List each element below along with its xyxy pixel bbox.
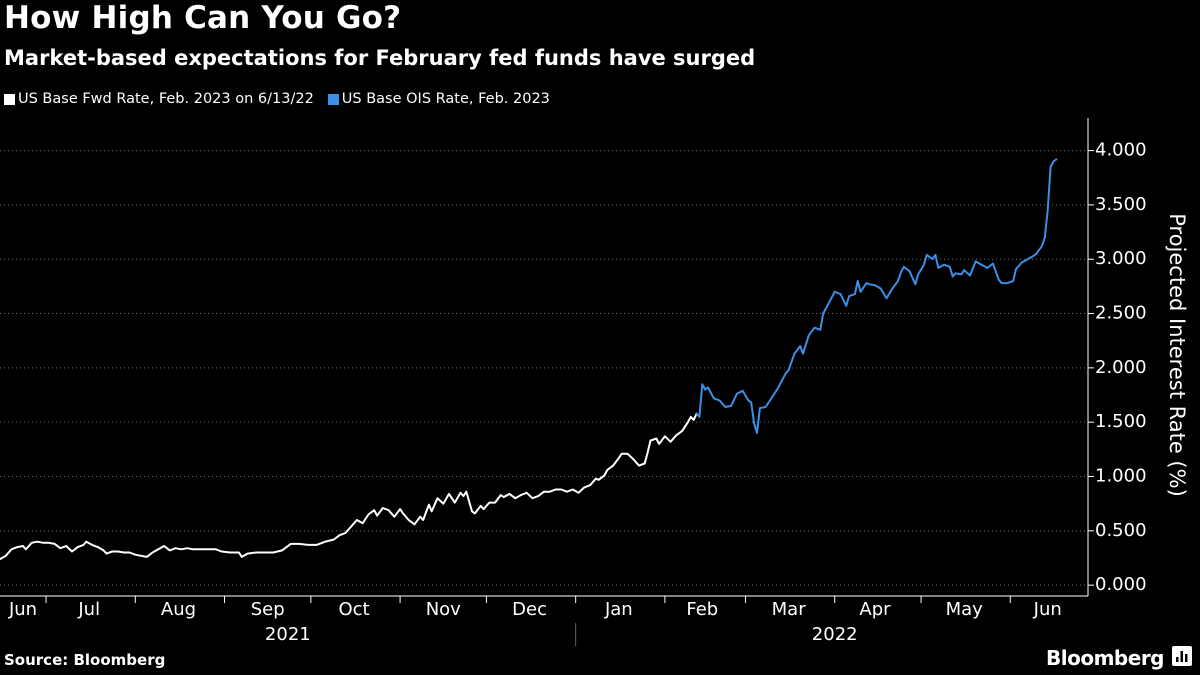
y-tick-label: 0.000 bbox=[1095, 574, 1147, 595]
y-tick-label: 1.500 bbox=[1095, 411, 1147, 432]
legend-label-ois-rate: US Base OIS Rate, Feb. 2023 bbox=[341, 91, 550, 107]
x-tick-label: Feb bbox=[686, 599, 718, 620]
legend-label-fwd-rate: US Base Fwd Rate, Feb. 2023 on 6/13/22 bbox=[18, 91, 314, 107]
year-label: 2022 bbox=[812, 624, 858, 645]
x-tick-label: May bbox=[946, 599, 984, 620]
y-tick-label: 1.000 bbox=[1095, 466, 1147, 487]
y-tick-label: 2.000 bbox=[1095, 357, 1147, 378]
x-tick-label: Dec bbox=[512, 599, 547, 620]
brand-name: Bloomberg bbox=[1046, 646, 1164, 670]
y-tick-label: 3.000 bbox=[1095, 248, 1147, 269]
bloomberg-terminal-icon bbox=[1172, 646, 1192, 670]
chart-axes: 0.000 0.500 1.000 1.500 2.000 2.500 3.000 3.500… bbox=[0, 118, 1147, 646]
y-tick-label: 3.500 bbox=[1095, 194, 1147, 215]
chart-subtitle: Market-based expectations for February f… bbox=[4, 46, 756, 70]
x-tick-label: Jan bbox=[604, 599, 633, 620]
legend-swatch-blue bbox=[327, 93, 339, 105]
legend: US Base Fwd Rate, Feb. 2023 on 6/13/22 U… bbox=[4, 91, 564, 107]
chart-title: How High Can You Go? bbox=[4, 0, 402, 36]
x-tick-label: Apr bbox=[859, 599, 891, 620]
x-tick-label: Aug bbox=[161, 599, 196, 620]
y-tick-label: 0.500 bbox=[1095, 520, 1147, 541]
x-tick-label: Oct bbox=[338, 599, 369, 620]
x-tick-label: Nov bbox=[426, 599, 461, 620]
x-tick-label: Jun bbox=[8, 599, 37, 620]
legend-swatch-white bbox=[4, 93, 15, 105]
y-tick-label: 2.500 bbox=[1095, 303, 1147, 324]
x-tick-label: Mar bbox=[772, 599, 807, 620]
bloomberg-logo: Bloomberg bbox=[1046, 646, 1192, 670]
x-tick-label: Sep bbox=[251, 599, 285, 620]
legend-item-fwd-rate: US Base Fwd Rate, Feb. 2023 on 6/13/22 bbox=[4, 91, 314, 107]
chart-lines bbox=[0, 158, 1058, 561]
y-tick-label: 4.000 bbox=[1095, 140, 1147, 161]
year-label: 2021 bbox=[265, 624, 311, 645]
x-tick-label: Jul bbox=[77, 599, 100, 620]
legend-item-ois-rate: US Base OIS Rate, Feb. 2023 bbox=[327, 91, 550, 107]
series-line-ois-rate bbox=[695, 158, 1058, 434]
y-axis-label: Projected Interest Rate (%) bbox=[1165, 213, 1189, 497]
source-note: Source: Bloomberg bbox=[4, 651, 166, 669]
series-line-fwd-rate bbox=[0, 412, 698, 561]
x-tick-label: Jun bbox=[1033, 599, 1062, 620]
